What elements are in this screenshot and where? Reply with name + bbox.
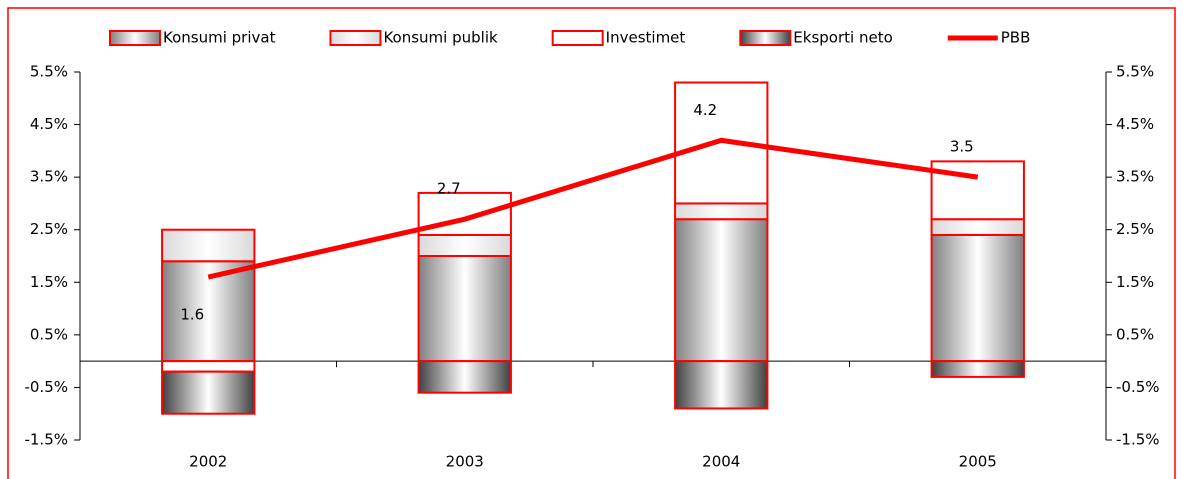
data-label: 2.7 xyxy=(437,180,461,198)
y2-tick-label: 5.5% xyxy=(1116,63,1154,81)
x-tick-label: 2002 xyxy=(189,453,227,471)
bar-segment xyxy=(674,218,769,363)
bar-segment xyxy=(930,360,1025,378)
bar-segment xyxy=(674,81,769,205)
y-tick-label: -1.5% xyxy=(24,431,68,449)
bar-segment xyxy=(161,228,256,263)
legend-label: Investimet xyxy=(606,29,686,47)
y-tick-label: 3.5% xyxy=(30,168,68,186)
x-tick-label: 2005 xyxy=(959,453,997,471)
y2-tick-label: 2.5% xyxy=(1116,220,1154,238)
legend-label: Eksporti neto xyxy=(793,29,892,47)
y2-tick-label: 1.5% xyxy=(1116,273,1154,291)
legend-label: Konsumi privat xyxy=(163,29,276,47)
bar-segment xyxy=(674,360,769,410)
bar-segment xyxy=(161,360,256,373)
y-tick-label: 0.5% xyxy=(30,325,68,343)
bar-segment xyxy=(417,255,512,363)
bar-segment xyxy=(161,370,256,415)
legend-swatch xyxy=(109,30,161,46)
bar-segment xyxy=(674,202,769,221)
y-tick-label: 4.5% xyxy=(30,115,68,133)
y2-tick-label: 4.5% xyxy=(1116,115,1154,133)
x-tick-label: 2004 xyxy=(702,453,740,471)
bar-segment xyxy=(417,360,512,394)
bar-segment xyxy=(417,233,512,258)
y-tick-label: 1.5% xyxy=(30,273,68,291)
y-tick-label: -0.5% xyxy=(24,378,68,396)
bar-segment xyxy=(930,218,1025,236)
legend-swatch xyxy=(329,30,382,46)
bar-segment xyxy=(930,233,1025,363)
y2-tick-label: 0.5% xyxy=(1116,325,1154,343)
x-tick-label: 2003 xyxy=(446,453,484,471)
y2-tick-label: -1.5% xyxy=(1116,431,1160,449)
bar-segment xyxy=(161,260,256,363)
legend-label: PBB xyxy=(1001,29,1031,47)
legend-label: Konsumi publik xyxy=(383,29,498,47)
legend-swatch xyxy=(739,30,792,46)
data-label: 4.2 xyxy=(693,101,717,119)
data-label: 1.6 xyxy=(180,306,204,324)
y2-tick-label: -0.5% xyxy=(1116,378,1160,396)
y-tick-label: 5.5% xyxy=(30,63,68,81)
y-tick-label: 2.5% xyxy=(30,220,68,238)
legend-swatch xyxy=(551,30,604,46)
line xyxy=(207,137,979,280)
chart-border xyxy=(7,7,1176,479)
y2-tick-label: 3.5% xyxy=(1116,168,1154,186)
data-label: 3.5 xyxy=(950,138,974,156)
